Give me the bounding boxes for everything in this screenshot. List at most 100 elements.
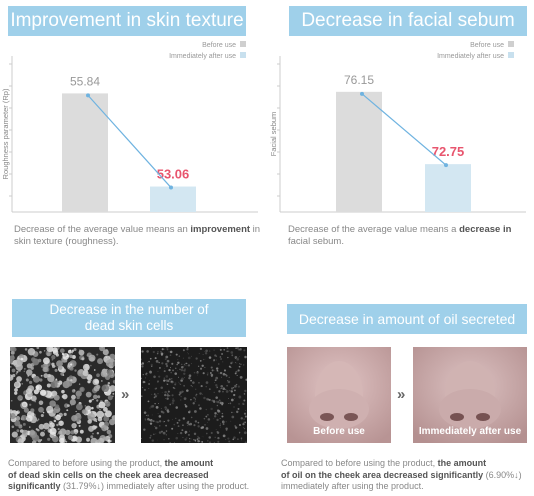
skin-texture-speck [238, 403, 240, 405]
skin-texture-speck [232, 361, 233, 363]
skin-texture-speck [169, 367, 171, 369]
skin-texture-speck [34, 400, 36, 403]
skin-texture-speck [165, 407, 167, 409]
skin-texture-speck [234, 398, 235, 400]
trend-line [361, 93, 447, 166]
skin-texture-speck [27, 347, 36, 356]
skin-texture-speck [176, 382, 177, 384]
skin-texture-speck [79, 386, 85, 393]
skin-texture-speck [225, 427, 228, 430]
skin-texture-speck [106, 429, 112, 435]
skin-texture-speck [141, 362, 145, 365]
skin-texture-speck [101, 424, 108, 432]
skin-texture-speck [62, 374, 65, 376]
skin-texture-speck [192, 386, 193, 388]
skin-texture-speck [183, 372, 186, 375]
skin-texture-speck [155, 387, 158, 390]
skin-texture-speck [234, 372, 237, 375]
skin-texture-speck [215, 376, 219, 380]
skin-texture-speck [69, 366, 74, 371]
skin-texture-speck [205, 358, 207, 360]
skin-texture-speck [174, 441, 176, 443]
skin-texture-speck [164, 348, 165, 350]
skin-texture-speck [176, 421, 179, 424]
skin-texture-speck [176, 363, 178, 366]
skin-texture-speck [30, 408, 35, 413]
skin-texture-speck [244, 421, 246, 424]
skin-texture-speck [105, 410, 112, 418]
skin-texture-speck [230, 366, 232, 368]
skin-texture-speck [165, 430, 168, 432]
skin-texture-speck [225, 373, 227, 376]
skin-texture-speck [210, 373, 214, 377]
skin-texture-speck [184, 430, 188, 434]
skin-texture-speck [208, 436, 211, 439]
skin-texture-speck [158, 375, 161, 378]
skin-texture-speck [194, 420, 198, 423]
skin-texture-speck [165, 362, 168, 366]
skin-texture-speck [49, 422, 55, 428]
skin-texture-speck [181, 377, 184, 381]
skin-texture-speck [186, 421, 190, 425]
skin-texture-speck [210, 431, 213, 434]
skin-texture-speck [194, 394, 198, 397]
skin-texture-speck [161, 348, 164, 351]
skin-texture-speck [236, 386, 238, 388]
skin-texture-speck [92, 398, 94, 401]
skin-texture-speck [174, 382, 176, 384]
skin-texture-speck [164, 358, 167, 361]
skin-texture-speck [51, 355, 56, 360]
skin-texture-speck [207, 421, 209, 423]
trend-point [86, 93, 90, 98]
skin-texture-speck [184, 377, 185, 378]
skin-texture-speck [96, 432, 100, 435]
skin-texture-speck [232, 438, 235, 441]
skin-texture-speck [233, 387, 235, 389]
dead-skin-before-photo [10, 347, 115, 443]
skin-texture-speck [104, 400, 111, 407]
skin-texture-speck [101, 380, 103, 382]
skin-texture-speck [175, 417, 177, 419]
skin-texture-speck [169, 403, 172, 406]
skin-texture-speck [171, 362, 174, 365]
legend-label: Before use [202, 42, 236, 49]
skin-texture-speck [202, 354, 204, 355]
skin-texture-speck [227, 437, 230, 440]
skin-texture-speck [225, 429, 228, 431]
skin-texture-speck [166, 383, 169, 386]
skin-texture-speck [74, 369, 77, 372]
skin-texture-speck [227, 350, 230, 353]
skin-texture-chart: Roughness parameter (Rp) Before use Immedi… [1, 41, 258, 213]
skin-texture-speck [43, 422, 50, 430]
skin-texture-speck [36, 419, 39, 422]
skin-texture-speck [65, 440, 68, 443]
skin-texture-speck [147, 418, 149, 421]
skin-texture-speck [154, 357, 157, 360]
skin-texture-speck [163, 370, 166, 373]
skin-texture-speck [141, 386, 144, 389]
skin-texture-speck [225, 388, 227, 391]
skin-texture-speck [71, 394, 76, 400]
skin-texture-speck [190, 379, 192, 382]
skin-texture-speck [12, 373, 16, 378]
skin-texture-speck [231, 354, 234, 357]
skin-texture-speck [147, 414, 150, 417]
skin-texture-speck [189, 422, 193, 426]
skin-texture-speck [141, 395, 143, 398]
skin-texture-speck [51, 362, 55, 366]
skin-texture-speck [236, 374, 238, 377]
skin-texture-speck [183, 364, 186, 366]
skin-texture-speck [161, 362, 164, 365]
skin-texture-speck [167, 390, 170, 393]
skin-texture-speck [153, 396, 156, 399]
skin-texture-speck [143, 411, 147, 414]
skin-texture-speck [175, 436, 179, 440]
skin-texture-speck [38, 423, 45, 430]
skin-texture-speck [187, 356, 191, 360]
skin-texture-speck [237, 369, 240, 372]
skin-texture-speck [186, 347, 189, 349]
skin-texture-speck [171, 419, 173, 421]
skin-texture-speck [71, 435, 78, 442]
skin-texture-speck [53, 419, 57, 423]
dead-skin-caption: Compared to before using the product, th… [8, 458, 250, 491]
